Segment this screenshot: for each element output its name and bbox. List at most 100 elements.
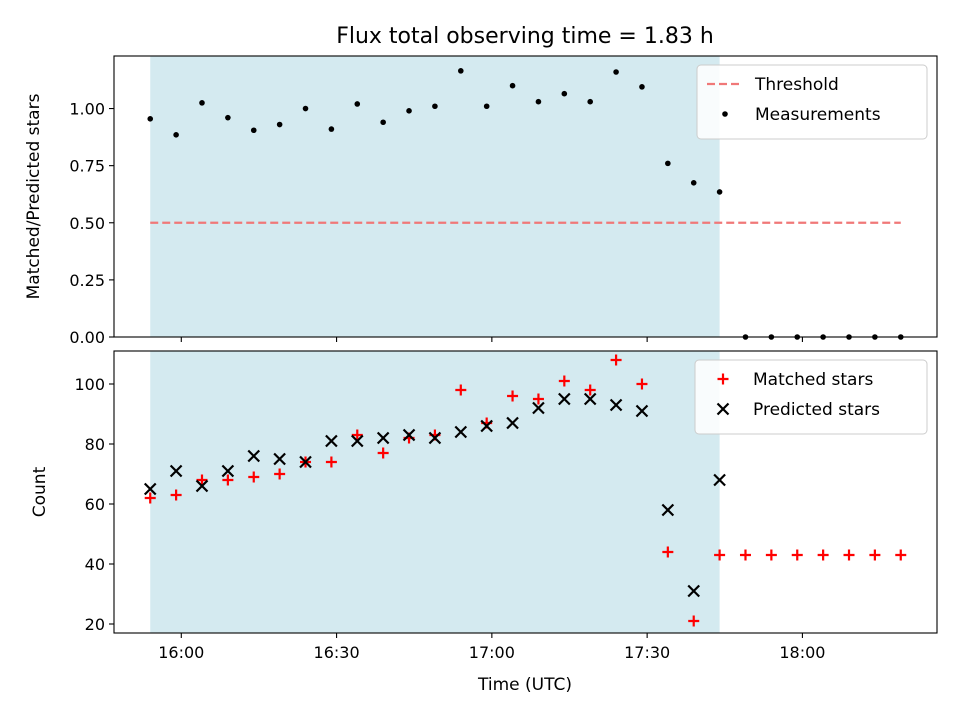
data-point: [662, 546, 674, 558]
legend-item: Matched stars: [717, 370, 873, 390]
legend-label: Measurements: [755, 105, 881, 125]
y-axis-label: Matched/Predicted stars: [24, 93, 44, 299]
data-point: [532, 393, 544, 405]
data-point: [276, 121, 283, 128]
data-point: [147, 116, 154, 122]
observing-window-band: [150, 56, 720, 337]
data-point: [609, 398, 623, 412]
data-point: [221, 464, 235, 478]
data-point: [170, 489, 182, 501]
data-point: [402, 428, 416, 442]
data-point: [869, 549, 881, 561]
data-point: [302, 105, 309, 112]
x-tick-label: 18:00: [779, 643, 825, 662]
data-point: [144, 492, 156, 504]
data-point: [247, 449, 261, 463]
data-point: [713, 473, 726, 487]
data-point: [613, 69, 619, 75]
y-tick-label: 1.00: [69, 100, 105, 119]
data-point: [248, 471, 260, 483]
data-point: [687, 584, 701, 598]
data-point: [535, 98, 542, 105]
x-tick-label: 16:00: [158, 643, 204, 662]
data-point: [299, 455, 312, 469]
data-point: [765, 549, 777, 561]
top-panel-ratio: 0.00 0.25 0.50 0.75 1.00 Matched/Predicted st…: [24, 55, 938, 347]
legend-item: Predicted stars: [716, 400, 880, 420]
data-point: [483, 103, 490, 110]
data-point: [455, 384, 467, 396]
data-point: [895, 549, 907, 561]
legend-box: [696, 64, 928, 140]
data-point: [457, 68, 464, 74]
y-tick-label: 20: [85, 615, 105, 634]
data-point: [639, 84, 645, 90]
data-point: [169, 464, 183, 478]
legend: Matched stars Predicted stars: [694, 359, 928, 435]
legend-item: Threshold: [707, 75, 839, 95]
data-point: [661, 503, 675, 517]
y-tick-label: 40: [85, 555, 105, 574]
data-point: [583, 392, 597, 406]
data-point: [739, 549, 751, 561]
data-point: [843, 549, 855, 561]
data-point: [584, 384, 596, 396]
data-point: [716, 189, 723, 195]
data-point: [377, 447, 389, 459]
plot-frame: [113, 350, 938, 634]
data-point: [325, 456, 337, 468]
data-point: [587, 98, 594, 105]
data-point: [506, 416, 519, 430]
data-point: [428, 431, 442, 445]
legend-label: Predicted stars: [753, 400, 880, 420]
data-point: [274, 468, 286, 480]
data-point: [509, 82, 516, 89]
legend-swatch: [716, 402, 730, 416]
x-tick-label: 17:00: [469, 643, 515, 662]
legend-label: Threshold: [754, 75, 839, 95]
data-point: [791, 549, 803, 561]
bottom-panel-counts: 20 40 60 80 100 16:00 16:30 17:00 17:30 18:00 Coun…: [30, 350, 938, 662]
data-point: [351, 429, 363, 441]
data-point: [195, 479, 209, 493]
y-axis-label: Count: [30, 466, 50, 517]
legend-swatch: [722, 111, 728, 117]
data-point: [328, 126, 335, 132]
data-point: [454, 425, 468, 439]
chart-title: Flux total observing time = 1.83 h: [336, 24, 714, 49]
data-point: [222, 474, 234, 486]
data-point: [690, 179, 697, 186]
legend-label: Matched stars: [753, 370, 873, 390]
data-point: [665, 160, 671, 167]
data-point: [558, 375, 570, 387]
x-tick-label: 16:30: [314, 643, 360, 662]
x-tick-label: 17:30: [624, 643, 670, 662]
data-point: [406, 108, 412, 114]
data-point: [143, 482, 157, 496]
data-point: [325, 434, 338, 448]
y-tick-label: 60: [85, 495, 105, 514]
data-point: [225, 114, 231, 121]
y-tick-label: 0.25: [69, 271, 105, 290]
y-tick-label: 100: [74, 375, 105, 394]
data-point: [688, 615, 700, 627]
y-tick-label: 0.00: [69, 328, 105, 347]
y-tick-label: 0.75: [69, 157, 105, 176]
data-point: [273, 452, 286, 466]
legend-box: [694, 359, 928, 435]
legend-item: Measurements: [722, 105, 881, 125]
data-point: [250, 127, 257, 134]
data-point: [561, 90, 568, 97]
data-point: [376, 431, 390, 445]
data-point: [350, 434, 364, 448]
data-point: [532, 401, 545, 415]
data-point: [480, 419, 493, 433]
data-point: [817, 549, 829, 561]
legend: Threshold Measurements: [696, 64, 928, 140]
data-point: [173, 132, 179, 138]
x-axis-label: Time (UTC): [477, 675, 572, 695]
observing-window-band: [150, 351, 720, 633]
data-point: [636, 378, 648, 390]
data-point: [558, 392, 571, 406]
